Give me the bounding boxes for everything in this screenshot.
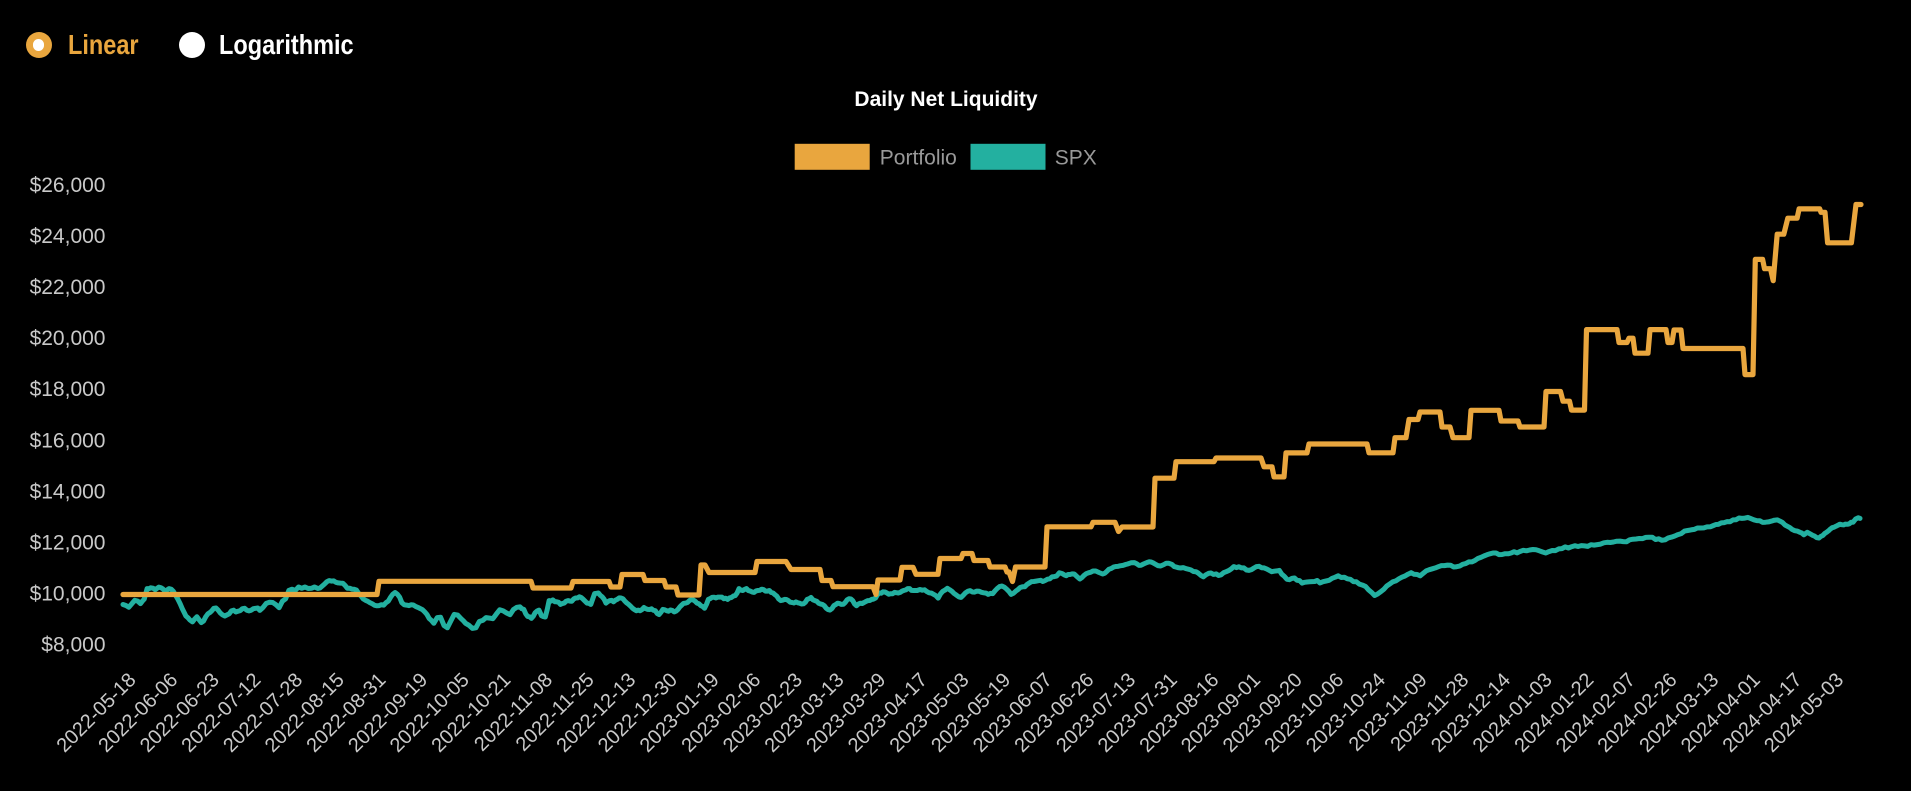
svg-text:$20,000: $20,000 xyxy=(30,327,106,350)
svg-text:$12,000: $12,000 xyxy=(30,531,106,554)
svg-text:$22,000: $22,000 xyxy=(30,276,106,299)
svg-text:$24,000: $24,000 xyxy=(30,225,106,248)
svg-text:$18,000: $18,000 xyxy=(30,378,106,401)
svg-text:$16,000: $16,000 xyxy=(30,429,106,452)
svg-text:SPX: SPX xyxy=(1055,147,1097,170)
svg-text:$14,000: $14,000 xyxy=(30,480,106,503)
svg-text:Portfolio: Portfolio xyxy=(880,147,957,170)
svg-text:$8,000: $8,000 xyxy=(41,634,105,657)
svg-text:$10,000: $10,000 xyxy=(30,583,106,606)
svg-text:Daily Net Liquidity: Daily Net Liquidity xyxy=(854,88,1038,111)
svg-text:$26,000: $26,000 xyxy=(30,174,106,197)
